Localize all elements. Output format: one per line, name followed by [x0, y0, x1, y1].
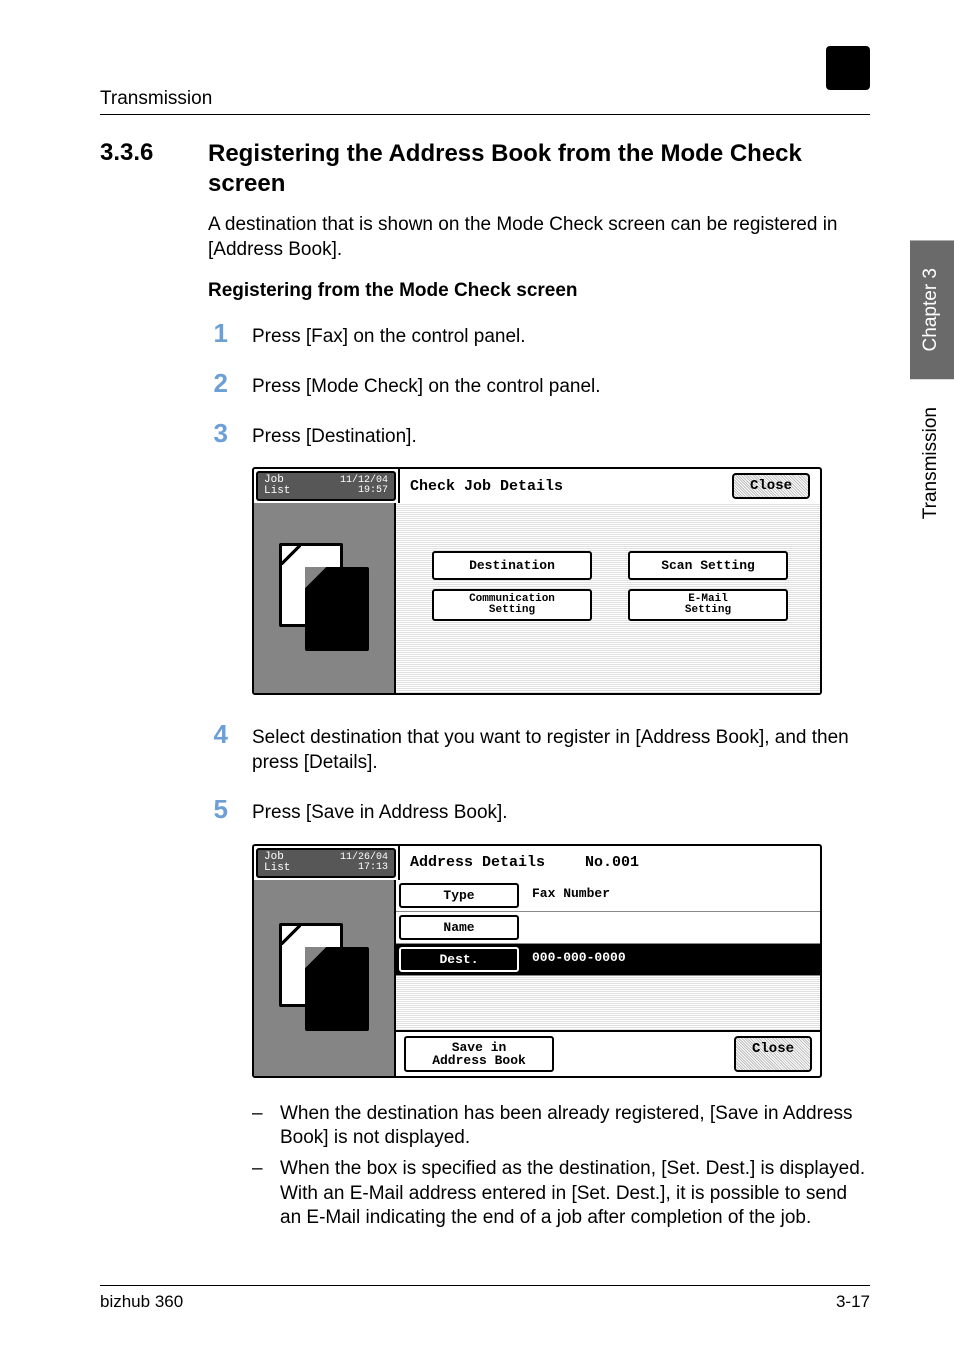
footer-left: bizhub 360 [100, 1292, 183, 1312]
email-setting-button[interactable]: E-Mail Setting [628, 589, 788, 621]
screenshot-title-no: No.001 [585, 854, 639, 871]
step-number: 2 [208, 368, 228, 399]
document-icon [279, 543, 369, 653]
bullet-text: When the box is specified as the destina… [280, 1157, 870, 1231]
job-list-timestamp: 11/26/04 17:13 [340, 853, 388, 873]
step-text: Press [Mode Check] on the control panel. [252, 375, 870, 400]
document-icon [279, 923, 369, 1033]
job-list-timestamp: 11/12/04 19:57 [340, 476, 388, 496]
scan-setting-button[interactable]: Scan Setting [628, 551, 788, 580]
screenshot-check-job-details: Job List 11/12/04 19:57 Check Job Detail… [252, 467, 822, 695]
step-text: Press [Destination]. [252, 425, 870, 450]
step-text: Press [Save in Address Book]. [252, 801, 870, 826]
bullet-dash: – [252, 1102, 266, 1151]
close-button[interactable]: Close [732, 473, 810, 499]
job-list-label: Job List [264, 852, 290, 874]
header-left: Transmission [100, 88, 212, 110]
footer-right: 3-17 [836, 1292, 870, 1312]
job-list-tab[interactable]: Job List 11/26/04 17:13 [256, 848, 396, 878]
job-list-label: Job List [264, 475, 290, 497]
step-text: Select destination that you want to regi… [252, 726, 870, 775]
name-label: Name [399, 915, 519, 940]
side-tab-section: Transmission [910, 379, 954, 547]
section-title: Registering the Address Book from the Mo… [208, 139, 870, 199]
type-label: Type [399, 883, 519, 908]
screenshot-address-details: Job List 11/26/04 17:13 Address Details … [252, 844, 822, 1078]
step-number: 1 [208, 318, 228, 349]
job-list-tab[interactable]: Job List 11/12/04 19:57 [256, 471, 396, 501]
dest-button[interactable]: Dest. [399, 947, 519, 972]
step-text: Press [Fax] on the control panel. [252, 325, 870, 350]
chapter-number-badge: 3 [822, 56, 870, 104]
dest-value: 000-000-0000 [522, 944, 820, 975]
page-footer: bizhub 360 3-17 [100, 1285, 870, 1312]
side-tab: Chapter 3 Transmission [910, 240, 954, 780]
bullet-text: When the destination has been already re… [280, 1102, 870, 1151]
close-button[interactable]: Close [734, 1036, 812, 1072]
section-number: 3.3.6 [100, 139, 180, 199]
destination-button[interactable]: Destination [432, 551, 592, 580]
step-number: 3 [208, 418, 228, 449]
section-subhead: Registering from the Mode Check screen [208, 280, 870, 302]
name-value [522, 912, 820, 943]
screenshot-title: Check Job Details [410, 478, 563, 495]
section-intro: A destination that is shown on the Mode … [208, 213, 870, 262]
step-number: 5 [208, 794, 228, 825]
screenshot-title: Address Details [410, 854, 545, 871]
page-header: Transmission 3 [100, 56, 870, 115]
communication-setting-button[interactable]: Communication Setting [432, 589, 592, 621]
save-in-address-book-button[interactable]: Save in Address Book [404, 1036, 554, 1072]
bullet-dash: – [252, 1157, 266, 1231]
type-value: Fax Number [522, 880, 820, 911]
step-number: 4 [208, 719, 228, 750]
side-tab-chapter: Chapter 3 [910, 240, 954, 379]
